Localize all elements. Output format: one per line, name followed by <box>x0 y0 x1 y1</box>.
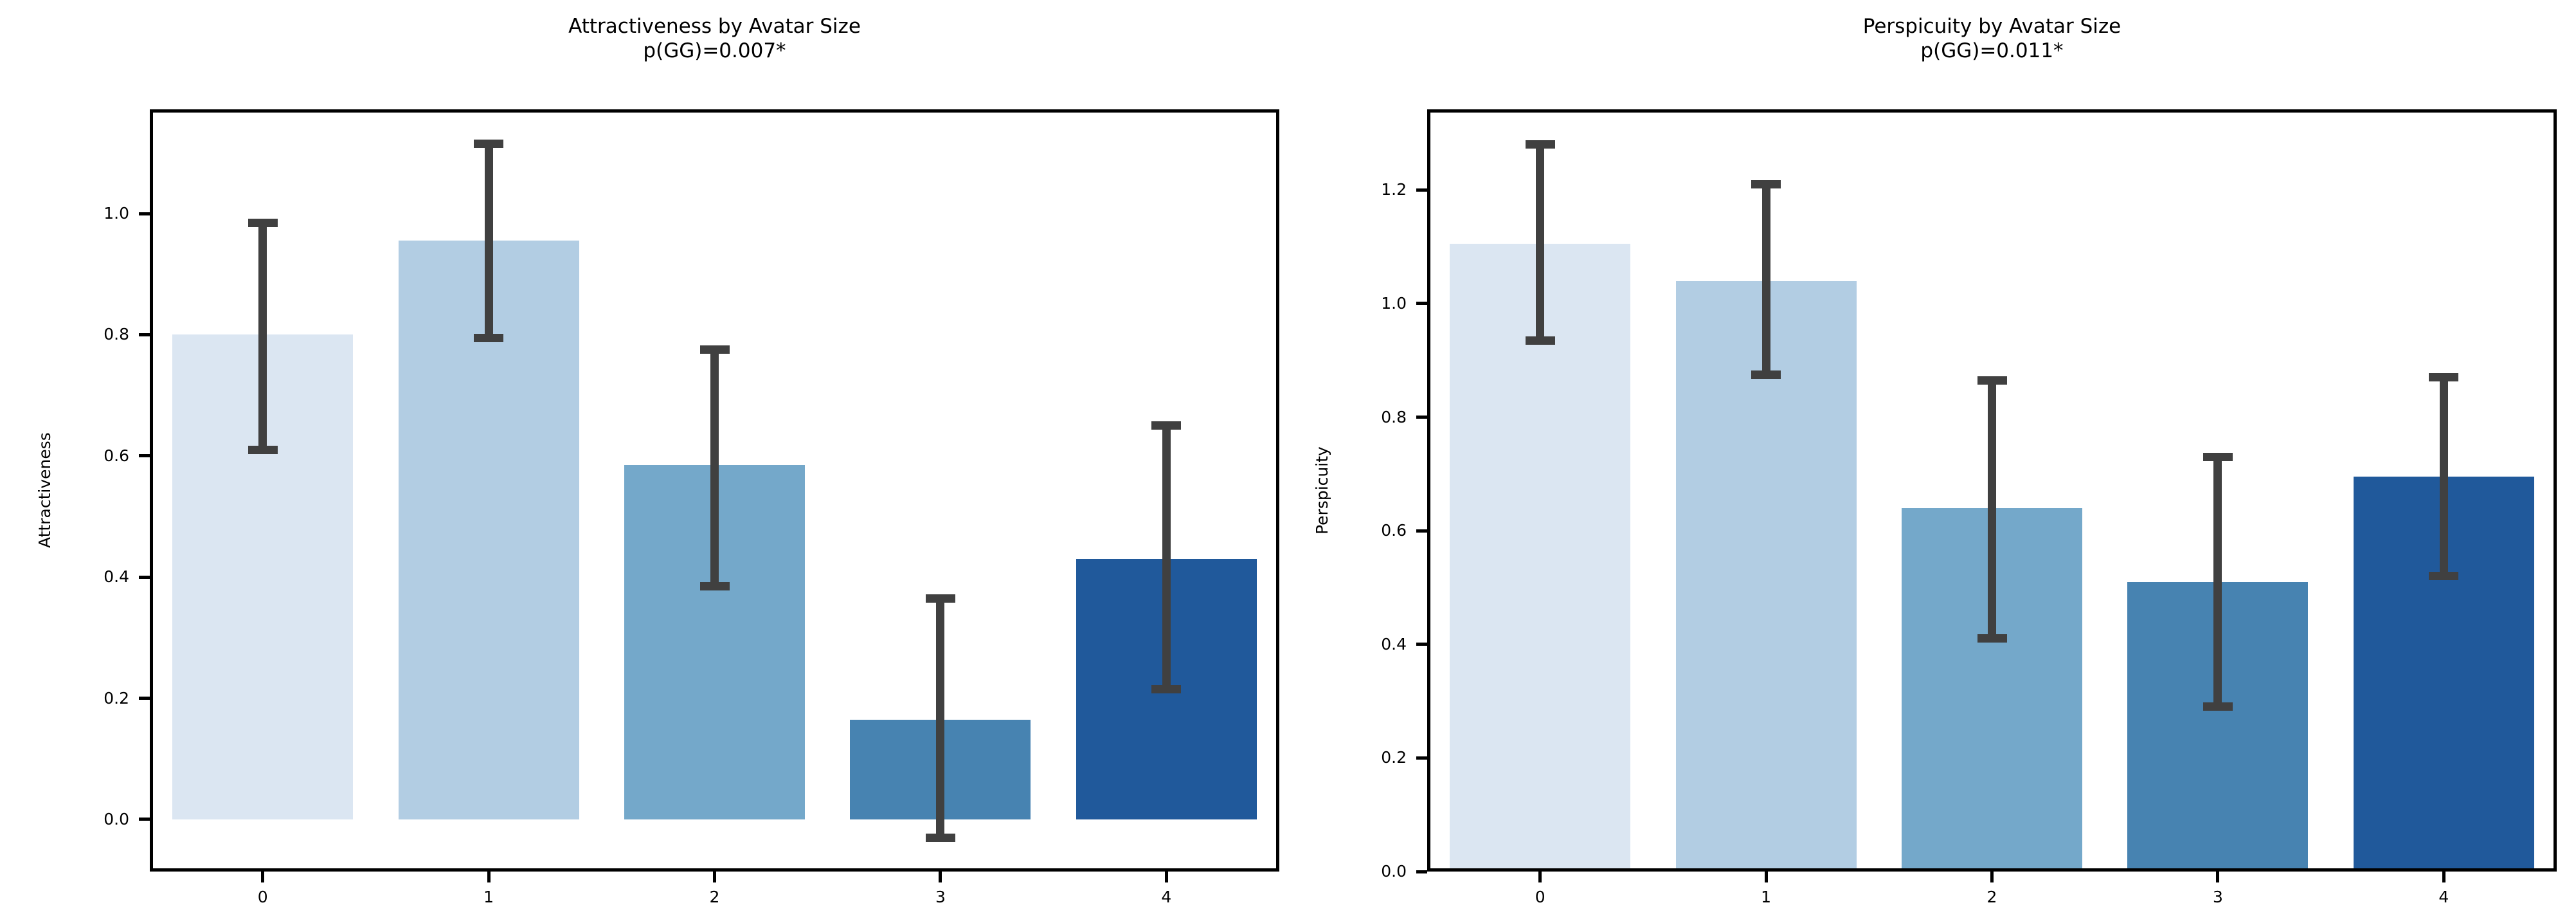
left-spine <box>150 109 153 872</box>
error-bar-line <box>710 349 719 587</box>
y-tick-label: 1.0 <box>104 204 129 223</box>
y-tick-mark <box>139 697 150 700</box>
error-bar-cap <box>699 581 730 590</box>
left-spine <box>1427 109 1430 872</box>
y-tick-label: 0.0 <box>1381 862 1407 881</box>
error-bar-cap <box>1977 634 2007 643</box>
x-tick-mark <box>487 872 491 882</box>
error-bar-line <box>2213 457 2222 707</box>
left-plot-area: 0.0 0.2 0.4 0.6 0.8 1.0 0 1 2 3 4 <box>104 109 1279 905</box>
bar <box>1675 280 1857 872</box>
error-bar-line <box>1988 380 1996 639</box>
x-tick-label: 1 <box>1761 888 1772 906</box>
error-bar-cap <box>2429 373 2459 382</box>
y-tick-label: 1.0 <box>1381 293 1407 313</box>
top-spine <box>150 109 1279 113</box>
error-bar-line <box>1536 144 1545 341</box>
y-tick-mark <box>139 454 150 458</box>
x-tick-label: 2 <box>1986 888 1997 906</box>
error-bar-cap <box>248 445 278 454</box>
y-tick-label: 0.8 <box>104 325 129 344</box>
x-tick-label: 0 <box>1535 888 1545 906</box>
left-chart-title-line1: Attractiveness by Avatar Size <box>568 15 861 38</box>
error-bar-cap <box>474 140 504 149</box>
x-tick-mark <box>1538 872 1542 882</box>
x-tick-mark <box>1764 872 1768 882</box>
right-spine <box>2553 109 2557 872</box>
y-tick-label: 0.0 <box>104 809 129 828</box>
error-bar-line <box>258 223 267 450</box>
x-tick-mark <box>261 872 265 882</box>
error-bar-cap <box>248 218 278 227</box>
error-bar-cap <box>2202 452 2233 461</box>
y-tick-label: 0.2 <box>104 688 129 708</box>
error-bar-cap <box>925 594 955 603</box>
x-tick-mark <box>713 872 716 882</box>
error-bar-cap <box>925 833 955 842</box>
y-tick-label: 0.4 <box>1381 634 1407 653</box>
error-bar-line <box>936 598 945 838</box>
y-tick-mark <box>1416 756 1427 760</box>
bottom-spine <box>1427 868 2557 872</box>
y-tick-label: 0.2 <box>1381 748 1407 767</box>
y-tick-mark <box>1416 643 1427 646</box>
y-tick-label: 0.4 <box>104 567 129 587</box>
error-bar-cap <box>1525 336 1555 345</box>
x-tick-mark <box>1990 872 1994 882</box>
right-plot-area: 0.0 0.2 0.4 0.6 0.8 1.0 1.2 0 1 2 3 4 <box>1381 109 2557 905</box>
error-bar-cap <box>474 333 504 342</box>
y-tick-label: 0.8 <box>1381 407 1407 426</box>
error-bar-cap <box>2202 702 2233 711</box>
error-bar-line <box>484 143 493 338</box>
error-bar-cap <box>699 345 730 354</box>
x-tick-label: 3 <box>2212 888 2223 906</box>
y-tick-mark <box>139 818 150 821</box>
x-tick-label: 0 <box>257 888 268 906</box>
y-tick-mark <box>139 575 150 579</box>
right-y-axis-label: Perspicuity <box>1313 446 1331 535</box>
x-tick-label: 4 <box>2438 888 2449 906</box>
x-tick-label: 2 <box>709 888 720 906</box>
top-spine <box>1427 109 2557 113</box>
error-bar-line <box>1761 184 1770 375</box>
error-bar-cap <box>1151 684 1182 693</box>
x-tick-mark <box>939 872 942 882</box>
left-chart-title-line2: p(GG)=0.007* <box>643 39 786 62</box>
x-tick-mark <box>1164 872 1168 882</box>
right-chart-title-line1: Perspicuity by Avatar Size <box>1862 15 2121 38</box>
right-spine <box>1276 109 1279 872</box>
x-tick-label: 3 <box>935 888 946 906</box>
error-bar-cap <box>1751 370 1781 379</box>
error-bar-cap <box>1525 140 1555 149</box>
y-tick-label: 0.6 <box>1381 521 1407 540</box>
y-tick-mark <box>1416 188 1427 192</box>
error-bar-cap <box>1977 376 2007 385</box>
error-bar-line <box>2439 377 2448 576</box>
y-tick-mark <box>1416 416 1427 419</box>
left-y-axis-label: Attractiveness <box>35 432 54 549</box>
y-tick-mark <box>139 212 150 215</box>
bar <box>1450 244 1631 872</box>
x-tick-label: 4 <box>1161 888 1172 906</box>
x-tick-mark <box>2442 872 2445 882</box>
bottom-spine <box>150 868 1279 872</box>
y-tick-mark <box>139 333 150 336</box>
x-tick-label: 1 <box>483 888 494 906</box>
y-tick-mark <box>1416 870 1427 873</box>
error-bar-line <box>1162 425 1171 690</box>
right-chart-title: Perspicuity by Avatar Size p(GG)=0.011* <box>1427 14 2557 63</box>
error-bar-cap <box>1751 180 1781 189</box>
x-tick-mark <box>2216 872 2220 882</box>
y-tick-label: 0.6 <box>104 446 129 465</box>
right-chart-title-line2: p(GG)=0.011* <box>1920 39 2064 62</box>
y-tick-mark <box>1416 302 1427 306</box>
error-bar-cap <box>1151 421 1182 430</box>
left-chart-title: Attractiveness by Avatar Size p(GG)=0.00… <box>150 14 1279 63</box>
y-tick-mark <box>1416 529 1427 533</box>
error-bar-cap <box>2429 572 2459 581</box>
y-tick-label: 1.2 <box>1381 180 1407 199</box>
